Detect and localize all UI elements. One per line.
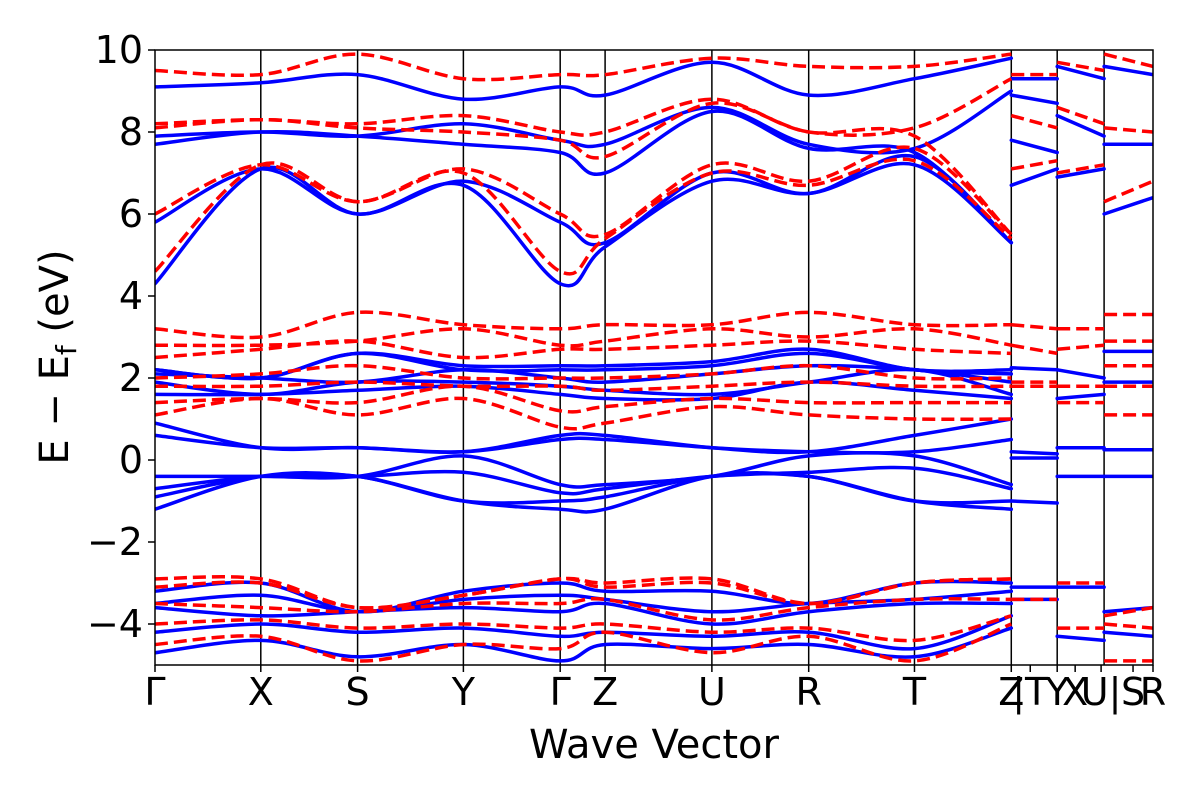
band-r17 <box>155 52 1012 82</box>
band-b2 <box>155 614 1014 651</box>
plot-frame <box>154 49 1154 666</box>
band-r7 <box>155 384 1012 414</box>
band-b38 <box>1055 64 1106 81</box>
band-b24 <box>1009 450 1059 456</box>
x-tick-label-10: |T <box>1012 670 1049 715</box>
kpoint-separators <box>260 50 1105 665</box>
y-axis-ticks: −4 −2 0 2 4 6 8 10 <box>87 28 155 646</box>
band-b39 <box>1055 634 1106 643</box>
x-tick-label-12: X <box>1062 670 1088 714</box>
x-tick-label-0: Γ <box>144 670 165 714</box>
band-r41 <box>1103 126 1153 134</box>
band-r14 <box>155 145 1013 239</box>
band-r2 <box>155 614 1012 643</box>
band-r28 <box>1057 343 1105 352</box>
band-r42 <box>1103 52 1153 69</box>
band-r5 <box>155 575 1012 610</box>
band-r4 <box>155 577 1012 610</box>
y-tick-label-1: −2 <box>87 520 143 564</box>
band-r12 <box>155 310 1012 340</box>
band-b3 <box>155 601 1014 626</box>
x-tick-label-1: X <box>248 670 274 714</box>
x-tick-label-8: T <box>902 670 927 714</box>
band-b19 <box>155 109 1014 245</box>
band-b36 <box>1055 167 1106 179</box>
band-lines <box>155 52 1153 663</box>
band-r20 <box>1010 343 1058 356</box>
y-tick-label-6: 8 <box>119 110 143 154</box>
band-b28 <box>1009 93 1059 106</box>
band-b45 <box>1102 195 1153 216</box>
x-axis-title: Wave Vector <box>529 722 780 768</box>
band-b7 <box>155 471 1014 505</box>
band-b17 <box>155 161 1014 288</box>
band-r10 <box>155 339 1012 360</box>
x-tick-label-13: U| <box>1081 670 1122 715</box>
y-tick-label-3: 2 <box>119 356 143 400</box>
y-tick-label-2: 0 <box>119 438 143 482</box>
band-b48 <box>1102 630 1153 639</box>
band-r43 <box>1103 622 1153 630</box>
band-r32 <box>1056 60 1105 73</box>
x-tick-label-6: U <box>698 670 726 714</box>
band-r3 <box>155 597 1012 622</box>
y-axis-title-sub: f <box>50 344 83 355</box>
x-tick-label-3: Y <box>451 670 476 714</box>
x-tick-label-11: Y <box>1045 670 1070 714</box>
x-tick-label-5: Z <box>592 670 618 714</box>
y-axis-title: E − Ef (eV) <box>32 249 83 464</box>
band-b34 <box>1055 392 1106 401</box>
band-b22 <box>1009 499 1059 505</box>
x-tick-label-2: S <box>346 670 370 714</box>
band-b37 <box>1055 113 1106 138</box>
band-r8 <box>155 380 1012 393</box>
x-tick-label-4: Γ <box>550 670 571 714</box>
band-b26 <box>1009 167 1059 188</box>
band-r31 <box>1056 105 1105 126</box>
band-r11 <box>155 326 1012 348</box>
band-r1 <box>155 622 1012 663</box>
band-r13 <box>155 157 1013 276</box>
band-b11 <box>155 417 1014 455</box>
x-tick-label-15: R <box>1140 670 1166 714</box>
y-tick-label-5: 6 <box>119 192 143 236</box>
band-b14 <box>155 363 1014 385</box>
band-b47 <box>1102 64 1153 77</box>
y-tick-label-0: −4 <box>87 602 143 646</box>
x-tick-label-9: Z <box>998 670 1024 714</box>
band-b5 <box>155 579 1014 614</box>
y-axis-title-unit: (eV) <box>32 249 78 345</box>
band-r30 <box>1056 163 1105 175</box>
band-b16 <box>155 347 1014 381</box>
band-b9 <box>155 451 1014 489</box>
band-b21 <box>155 56 1014 102</box>
y-tick-label-4: 4 <box>119 274 143 318</box>
x-tick-label-7: R <box>795 670 821 714</box>
band-b25 <box>1009 366 1059 372</box>
band-r16 <box>155 77 1013 137</box>
band-r9 <box>155 363 1012 381</box>
band-b8 <box>155 465 1014 496</box>
band-r23 <box>1010 113 1058 130</box>
band-r40 <box>1103 179 1153 204</box>
band-b35 <box>1055 368 1106 380</box>
band-b20 <box>155 89 1014 155</box>
y-axis-title-main: E − E <box>32 355 78 465</box>
band-r21 <box>1011 322 1058 331</box>
band-b27 <box>1009 138 1059 155</box>
x-tick-label-14: S <box>1121 670 1145 714</box>
band-r22 <box>1010 158 1058 171</box>
band-r44 <box>1103 605 1153 618</box>
y-tick-label-7: 10 <box>95 28 143 72</box>
